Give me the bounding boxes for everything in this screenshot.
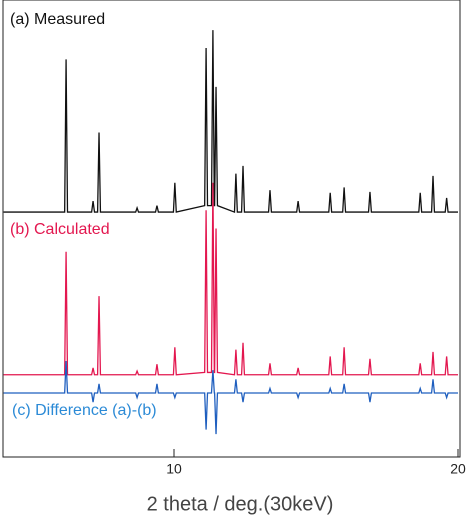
legend-label: (a) Measured xyxy=(10,11,105,28)
series-line xyxy=(3,361,458,435)
x-tick-label: 10 xyxy=(166,461,182,477)
legend-label: (c) Difference (a)-(b) xyxy=(12,402,157,419)
series-line xyxy=(3,182,458,376)
x-tick-label: 20 xyxy=(450,461,466,477)
x-axis-label: 2 theta / deg.(30keV) xyxy=(147,493,334,515)
legend-label: (b) Calculated xyxy=(10,221,110,238)
plot-frame xyxy=(2,0,461,458)
series-line xyxy=(3,30,458,213)
